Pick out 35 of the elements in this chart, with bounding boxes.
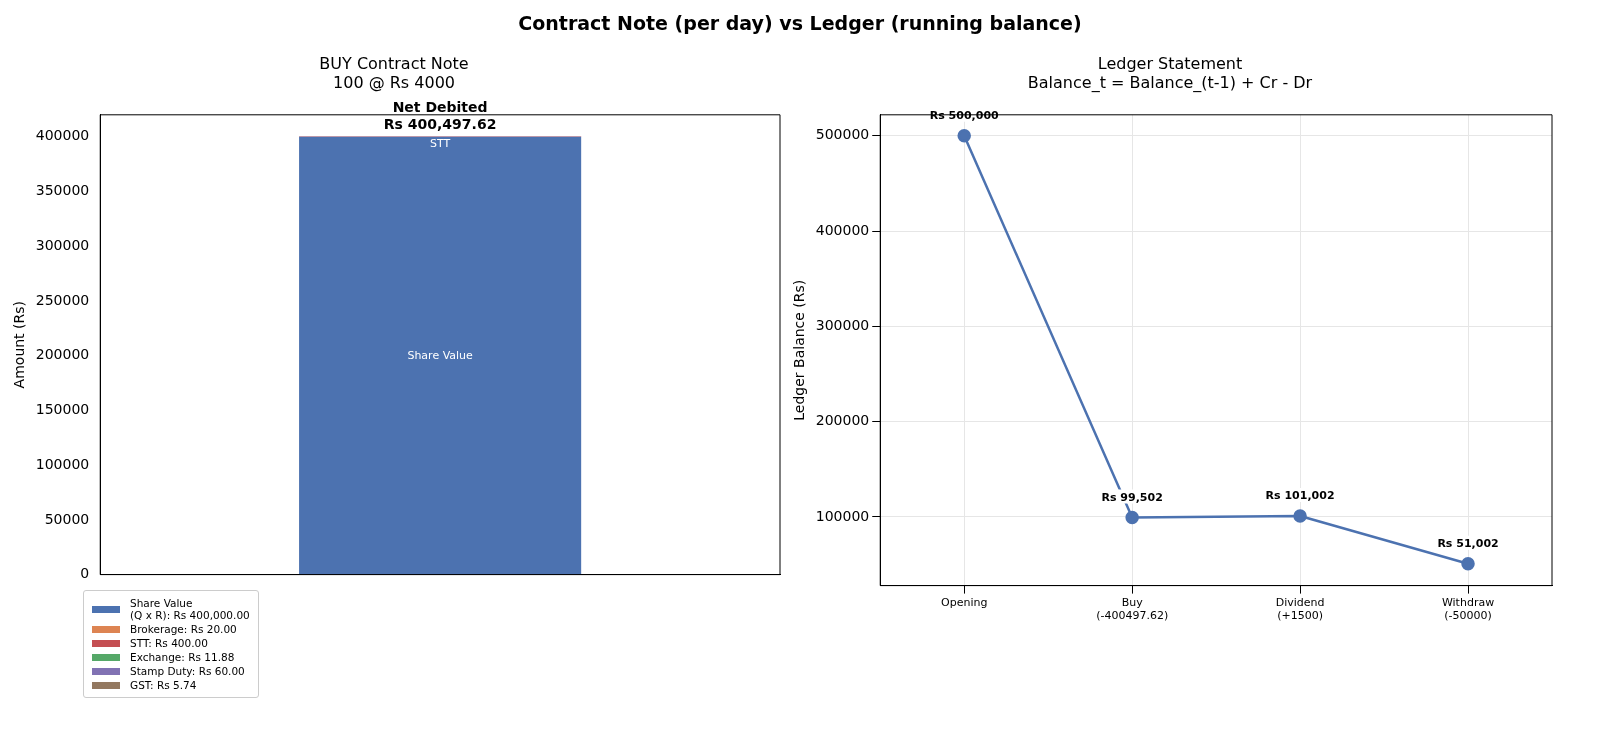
legend-label: Share Value (Q x R): Rs 400,000.00: [130, 597, 250, 622]
chart-title: BUY Contract Note 100 @ Rs 4000: [319, 54, 469, 92]
data-label: STT: [430, 137, 451, 151]
legend-label: Brokerage: Rs 20.00: [130, 623, 237, 636]
x-tick-label: Opening: [941, 596, 988, 610]
y-tick-label: 400000: [815, 221, 870, 238]
y-axis-title: Amount (Rs): [11, 300, 28, 389]
data-label: Rs 51,002: [1437, 537, 1499, 551]
y-tick-label: 300000: [35, 236, 90, 253]
y-tick-label: 50000: [44, 510, 90, 527]
y-axis-title: Ledger Balance (Rs): [791, 279, 808, 421]
x-tick-label: Withdraw (-50000): [1441, 596, 1495, 623]
legend-label: Exchange: Rs 11.88: [130, 651, 235, 664]
text: Contract Note (per day) vs Ledger (running balance): [517, 11, 1083, 36]
x-tick-label: Buy (-400497.62): [1096, 596, 1169, 623]
total-label: Net Debited Rs 400,497.62: [383, 98, 497, 132]
y-tick-label: 400000: [35, 127, 90, 144]
y-tick-label: 350000: [35, 182, 90, 199]
legend-label: STT: Rs 400.00: [130, 637, 208, 650]
y-tick-label: 200000: [35, 346, 90, 363]
y-tick-label: 250000: [35, 291, 90, 308]
y-tick-label: 100000: [815, 507, 870, 524]
x-tick-label: Dividend (+1500): [1275, 596, 1325, 623]
y-tick-label: 500000: [815, 126, 870, 143]
data-label: Rs 101,002: [1265, 489, 1335, 503]
y-tick-label: 200000: [815, 412, 870, 429]
legend-label: GST: Rs 5.74: [130, 679, 197, 692]
y-tick-label: 150000: [35, 401, 90, 418]
chart-title: Ledger Statement Balance_t = Balance_(t-1) + Cr - Dr: [1027, 54, 1313, 93]
data-label: Rs 99,502: [1101, 490, 1163, 504]
y-tick-label: 0: [80, 565, 90, 582]
y-tick-label: 100000: [35, 455, 90, 472]
data-label: Share Value: [407, 348, 474, 362]
legend-label: Stamp Duty: Rs 60.00: [130, 665, 245, 678]
y-tick-label: 300000: [815, 317, 870, 334]
